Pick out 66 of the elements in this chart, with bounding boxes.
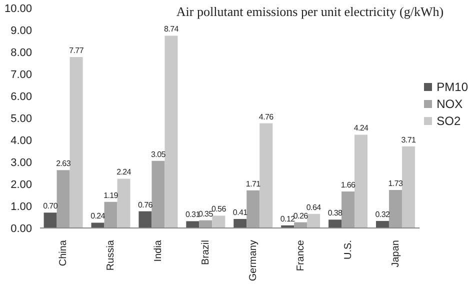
- bar: [328, 220, 342, 228]
- data-label: 0.24: [90, 212, 106, 221]
- x-tick-label: China: [58, 240, 70, 266]
- y-tick-label: 3.00: [10, 156, 32, 169]
- y-tick-label: 0.00: [10, 222, 32, 235]
- x-tick-label: France: [296, 240, 307, 272]
- bar: [199, 220, 212, 228]
- data-label: 0.64: [306, 202, 322, 212]
- x-tick-label: Brazil: [200, 240, 212, 266]
- bar: [342, 191, 355, 228]
- data-label: 0.41: [232, 208, 248, 217]
- y-tick-label: 6.00: [10, 90, 32, 103]
- data-label: 3.05: [151, 150, 166, 159]
- y-tick-label: 10.00: [4, 2, 32, 15]
- data-label: 2.63: [56, 159, 72, 168]
- bar: [138, 211, 152, 228]
- data-label: 0.38: [328, 208, 344, 218]
- bar: [246, 190, 260, 228]
- bar: [70, 57, 83, 228]
- bar: [212, 216, 226, 228]
- bar: [44, 212, 57, 228]
- bar: [402, 146, 415, 228]
- legend-label: SO2: [436, 114, 461, 128]
- bar: [164, 36, 178, 228]
- y-tick-label: 1.00: [10, 200, 32, 213]
- data-label: 3.71: [401, 135, 417, 144]
- x-tick-label: U.S.: [342, 240, 354, 260]
- x-tick-label: India: [153, 240, 164, 262]
- data-label: 0.32: [375, 210, 391, 219]
- y-tick-label: 5.00: [10, 112, 32, 125]
- data-label: 1.71: [246, 179, 262, 188]
- data-label: 0.76: [138, 200, 154, 210]
- bar: [307, 214, 320, 228]
- bar: [104, 202, 118, 228]
- data-label: 1.19: [104, 190, 119, 200]
- bar: [117, 178, 130, 228]
- data-label: 7.77: [69, 46, 84, 56]
- data-label: 0.70: [43, 202, 58, 211]
- data-label: 4.76: [258, 112, 274, 122]
- bar: [388, 190, 402, 228]
- data-label: 4.24: [354, 124, 370, 133]
- data-label: 0.56: [211, 204, 227, 214]
- bar: [260, 123, 273, 228]
- y-tick-label: 8.00: [10, 46, 32, 59]
- data-label: 0.26: [293, 211, 309, 220]
- legend-label: NOX: [436, 97, 463, 111]
- chart-title: Air pollutant emissions per unit electricity (g/kWh): [175, 4, 445, 20]
- data-label: 8.74: [164, 24, 180, 34]
- x-tick-label: Japan: [390, 240, 402, 268]
- y-tick-label: 9.00: [10, 24, 32, 37]
- x-tick-label: Russia: [106, 240, 117, 271]
- data-label: 1.66: [340, 180, 356, 190]
- data-label: 1.73: [388, 178, 404, 188]
- legend-label: PM10: [436, 80, 468, 94]
- y-tick-label: 7.00: [10, 68, 32, 81]
- data-label: 2.24: [116, 168, 132, 177]
- y-tick-label: 4.00: [10, 134, 32, 147]
- bar: [56, 170, 70, 228]
- bar: [186, 221, 200, 228]
- bar: [91, 222, 104, 228]
- bar: [376, 220, 389, 228]
- bar: [234, 218, 247, 228]
- x-tick-label: Germany: [248, 240, 260, 282]
- bar: [152, 160, 165, 228]
- y-tick-label: 2.00: [10, 178, 32, 191]
- bar: [354, 134, 368, 228]
